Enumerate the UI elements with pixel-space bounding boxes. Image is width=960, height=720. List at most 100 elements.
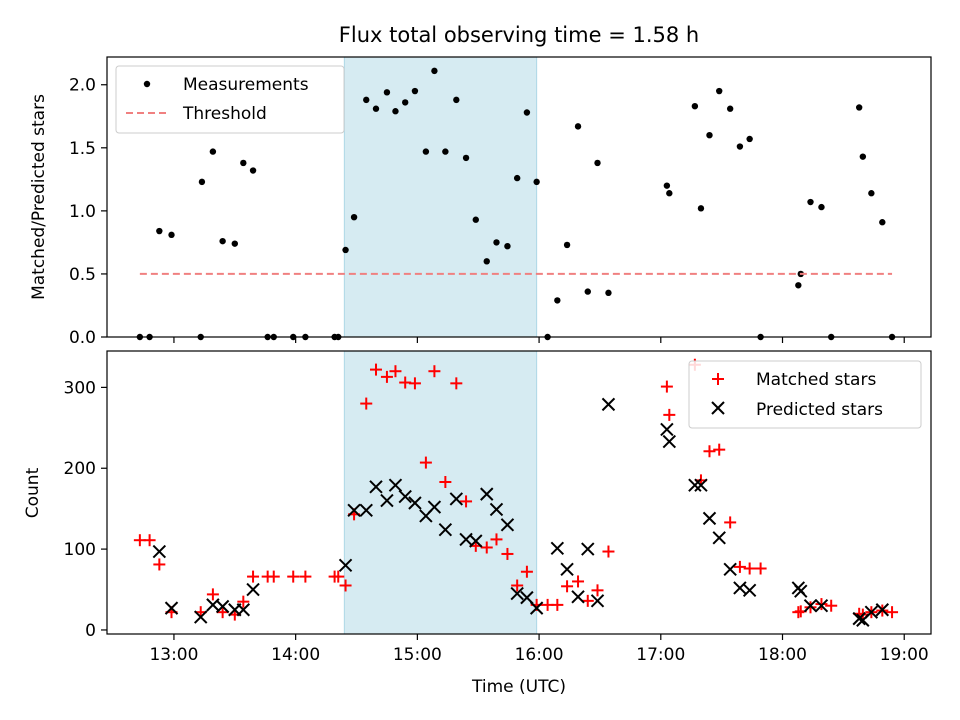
matched-stars-point (561, 580, 574, 593)
matched-stars-point (267, 570, 280, 583)
measurement-point (249, 167, 257, 174)
observing-window-span-lower (343, 350, 538, 635)
matched-stars-point (754, 562, 767, 575)
measurement-point (584, 288, 591, 295)
matched-stars-point (572, 575, 585, 588)
matched-stars-point (428, 365, 441, 378)
predicted-legend-marker (711, 401, 725, 415)
predicted-stars-point (803, 598, 818, 613)
matched-stars-point (490, 533, 503, 546)
matched-stars-point (206, 588, 219, 601)
measurement-point (156, 227, 163, 235)
predicted-stars-point (380, 493, 394, 508)
y-tick-label: 200 (64, 459, 96, 479)
predicted-stars-point (712, 531, 726, 545)
ratio-legend: Measurements Threshold (115, 65, 345, 134)
matched-stars-point (419, 456, 432, 469)
x-tick-label: 13:00 (149, 645, 198, 665)
predicted-stars-point (852, 611, 866, 626)
measurement-point (533, 178, 540, 186)
matched-stars-point (439, 475, 452, 488)
measurement-point (453, 96, 460, 104)
matched-stars-point (602, 545, 615, 558)
predicted-stars-point (215, 599, 230, 614)
predicted-stars-point (427, 500, 442, 514)
predicted-stars-point (246, 582, 260, 597)
count-y-axis-label: Count (23, 467, 43, 518)
measurement-point (442, 148, 449, 155)
measurement-point (554, 297, 561, 304)
predicted-stars-point (581, 542, 595, 556)
matched-stars-point (389, 365, 402, 378)
measurement-point (462, 154, 470, 162)
predicted-stars-point (194, 610, 208, 624)
y-tick-label: 0 (85, 621, 96, 641)
count-legend: Matched stars Predicted stars (688, 360, 922, 429)
measurement-point (697, 205, 705, 212)
measurement-point (422, 148, 430, 155)
measurement-point (168, 231, 175, 239)
matched-stars-point (713, 443, 726, 456)
predicted-stars-point (510, 586, 524, 601)
matched-stars-point (380, 370, 393, 383)
matched-stars-point (804, 601, 817, 614)
matched-stars-point (591, 584, 604, 597)
measurement-point (431, 67, 438, 75)
x-tick-label: 15:00 (393, 645, 442, 665)
x-tick-label: 14:00 (271, 645, 320, 665)
measurement-point (691, 102, 699, 110)
figure-title: Flux total observing time = 1.58 h (339, 23, 699, 47)
predicted-stars-point (601, 397, 616, 412)
x-tick-label: 17:00 (636, 645, 685, 665)
predicted-stars-point (694, 478, 708, 492)
count-panel: 13:00 14:00 15:00 16:00 17:00 18:00 19:00 0 100 2… (23, 350, 932, 697)
measurement-point (746, 135, 753, 143)
matched-stars-point (287, 570, 300, 583)
measurement-point (574, 123, 582, 130)
ratio-marks (136, 67, 896, 341)
matched-stars-point (743, 562, 756, 575)
measurement-point (350, 213, 358, 221)
predicted-stars-point (500, 518, 515, 532)
predicted-stars-point (369, 480, 383, 494)
measurement-point (868, 190, 875, 197)
matched-stars-point (216, 606, 229, 619)
y-tick-label: 2.0 (69, 76, 96, 96)
measurement-point (818, 203, 825, 211)
matched-stars-point (733, 560, 746, 573)
predicted-stars-point (688, 478, 702, 492)
matched-stars-point (660, 380, 673, 393)
matched-stars-point (581, 594, 594, 607)
ratio-axes-frame (106, 56, 932, 338)
matched-stars-point (815, 598, 828, 611)
measurement-point (605, 289, 612, 297)
measurement-point (807, 198, 814, 206)
y-tick-label: 1.0 (69, 202, 96, 222)
threshold-legend-label: Threshold (182, 104, 267, 124)
measurement-point (855, 104, 863, 111)
matched-stars-point (501, 547, 514, 560)
predicted-stars-point (571, 590, 585, 604)
x-axis-label: Time (UTC) (471, 677, 566, 697)
x-tick-label: 18:00 (758, 645, 807, 665)
measurement-point (706, 131, 713, 139)
measurement-point (231, 240, 238, 247)
y-tick-label: 0.0 (69, 328, 96, 348)
matched-stars-point (332, 570, 345, 583)
measurement-point (879, 219, 886, 226)
predicted-stars-point (660, 422, 674, 437)
y-tick-label: 300 (64, 378, 96, 398)
count-marks (133, 358, 899, 627)
measurement-point (716, 87, 723, 95)
measurement-point (504, 242, 511, 250)
ratio-ticks: 0.0 0.5 1.0 1.5 2.0 (69, 76, 905, 348)
predicted-stars-point (723, 562, 737, 577)
matched-stars-point (511, 579, 524, 592)
matched-stars-point (247, 570, 260, 583)
matched-stars-point (520, 565, 533, 578)
predicted-stars-point (388, 478, 403, 492)
measurement-point (666, 190, 673, 197)
measurement-point (726, 105, 734, 112)
measurements-legend-label: Measurements (183, 75, 309, 95)
